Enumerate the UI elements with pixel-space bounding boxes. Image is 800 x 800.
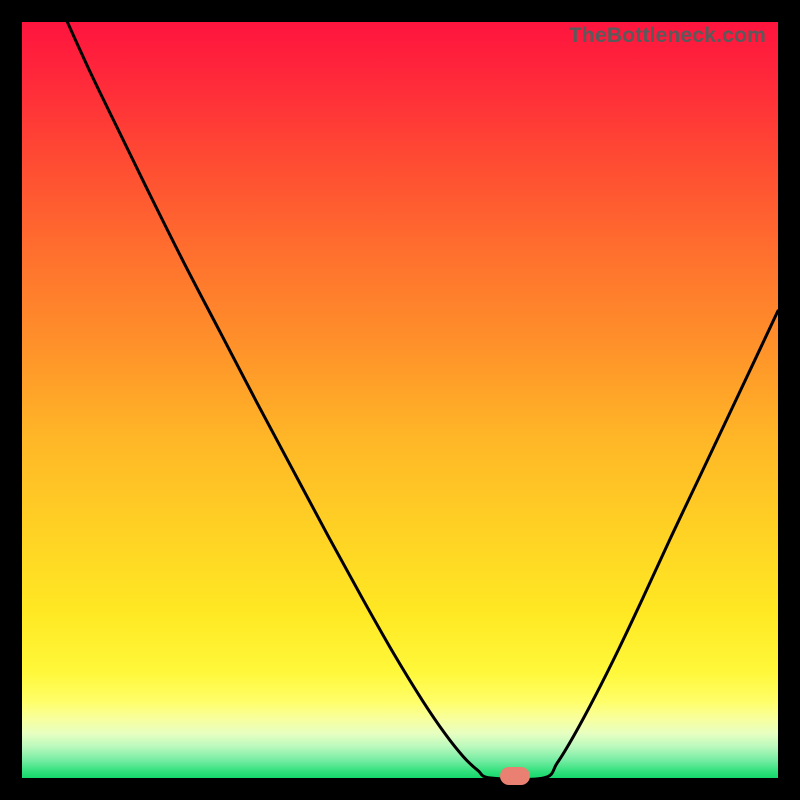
attribution-text: TheBottleneck.com [569, 24, 766, 48]
bottleneck-curve [22, 22, 778, 778]
optimum-marker [500, 767, 530, 785]
chart-frame: TheBottleneck.com [0, 0, 800, 800]
bottleneck-path [67, 22, 778, 779]
